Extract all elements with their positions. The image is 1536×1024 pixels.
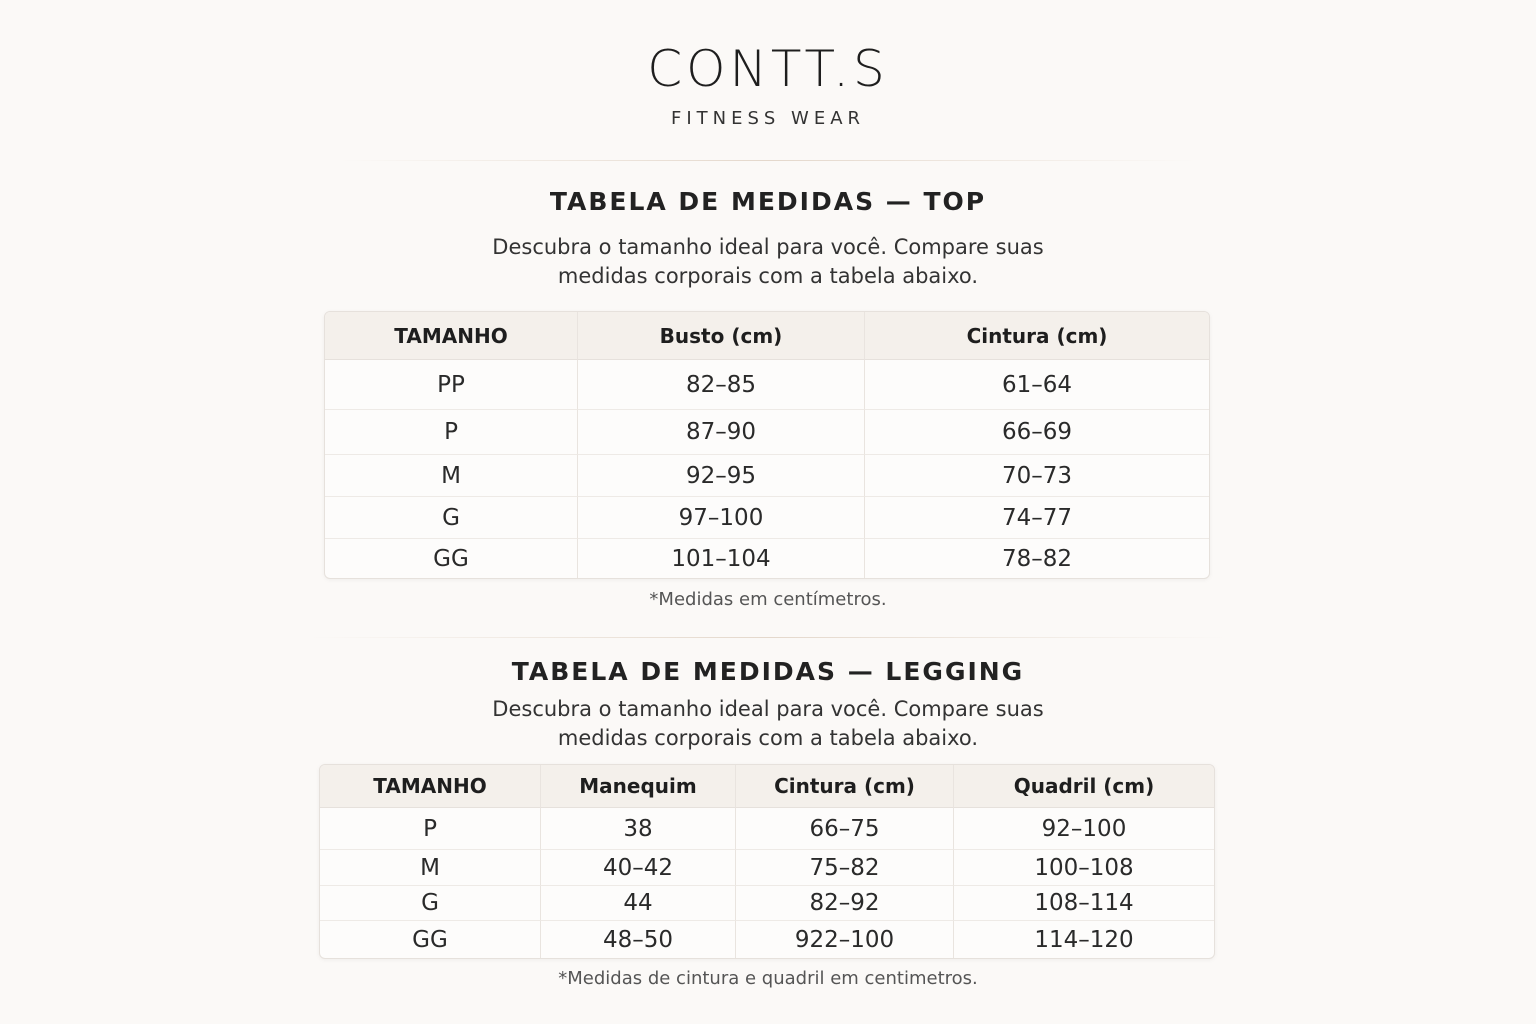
legging-title: TABELA DE MEDIDAS — LEGGING	[511, 657, 1025, 686]
table-row: M 40–42 75–82 100–108	[320, 849, 1214, 885]
table-cell: 40–42	[540, 849, 735, 885]
top-note: *Medidas em centímetros.	[649, 589, 887, 610]
divider	[340, 160, 1196, 161]
table-cell: 108–114	[953, 885, 1214, 920]
table-cell: GG	[320, 920, 540, 958]
top-size-table: TAMANHO Busto (cm) Cintura (cm) PP 82–85 61–6…	[324, 311, 1210, 579]
legging-subtitle-line: medidas corporais com a tabela abaixo.	[557, 726, 979, 750]
table-cell: 66–75	[735, 808, 953, 849]
legging-subtitle: Descubra o tamanho ideal para você. Comp…	[0, 695, 1536, 753]
table-cell: P	[423, 815, 437, 842]
table-cell: GG	[325, 538, 577, 578]
table-cell: 44	[540, 885, 735, 920]
table-cell: 92–100	[953, 808, 1214, 849]
table-row: PP 82–85 61–64	[325, 360, 1209, 409]
table-cell: 100–108	[953, 849, 1214, 885]
table-row: P 38 66–75 92–100	[320, 808, 1214, 849]
table-row: M 92–95 70–73	[325, 454, 1209, 496]
table-cell: G	[320, 885, 540, 920]
top-title: TABELA DE MEDIDAS — TOP	[549, 187, 987, 216]
table-row: P 87–90 66–69	[325, 409, 1209, 454]
table-cell: M	[325, 454, 577, 496]
divider	[310, 637, 1226, 638]
table-cell: 87–90	[577, 409, 864, 454]
table-cell: 92–95	[577, 454, 864, 496]
table-cell: M	[320, 849, 540, 885]
top-subtitle-line: medidas corporais com a tabela abaixo.	[557, 264, 979, 288]
brand-tagline: FITNESS WEAR	[670, 108, 866, 129]
top-subtitle: Descubra o tamanho ideal para você. Comp…	[0, 233, 1536, 291]
table-cell: 82–85	[577, 360, 864, 409]
table-cell: 97–100	[577, 496, 864, 538]
table-cell: 114–120	[953, 920, 1214, 958]
table-row: GG 101–104 78–82	[325, 538, 1209, 578]
column-header: Cintura (cm)	[735, 765, 953, 808]
table-cell: 70–73	[864, 454, 1209, 496]
table-row: GG 48–50 922–100 114–120	[320, 920, 1214, 958]
table-cell: 48–50	[540, 920, 735, 958]
table-cell: 66–69	[864, 409, 1209, 454]
table-cell: 922–100	[735, 920, 953, 958]
brand-logo: CONTT.S	[647, 40, 889, 98]
table-cell: 74–77	[864, 496, 1209, 538]
column-header: Busto (cm)	[577, 312, 864, 360]
legging-note: *Medidas de cintura e quadril em centime…	[558, 968, 978, 989]
table-cell: 61–64	[864, 360, 1209, 409]
table-row: G 97–100 74–77	[325, 496, 1209, 538]
top-subtitle-line: Descubra o tamanho ideal para você. Comp…	[492, 235, 1044, 259]
table-row: G 44 82–92 108–114	[320, 885, 1214, 920]
legging-subtitle-line: Descubra o tamanho ideal para você. Comp…	[492, 697, 1044, 721]
table-cell: 38	[540, 808, 735, 849]
table-cell: 101–104	[577, 538, 864, 578]
table-cell: PP	[437, 371, 465, 398]
table-cell: G	[325, 496, 577, 538]
legging-size-table: TAMANHO Manequim Cintura (cm) Quadril (cm) P…	[319, 764, 1215, 959]
column-header: TAMANHO	[325, 312, 577, 360]
table-cell: 75–82	[735, 849, 953, 885]
column-header: Cintura (cm)	[864, 312, 1209, 360]
table-cell: 82–92	[735, 885, 953, 920]
column-header: Quadril (cm)	[953, 765, 1214, 808]
column-header: TAMANHO	[320, 765, 540, 808]
column-header: Manequim	[540, 765, 735, 808]
table-cell: P	[325, 409, 577, 454]
table-cell: 78–82	[864, 538, 1209, 578]
